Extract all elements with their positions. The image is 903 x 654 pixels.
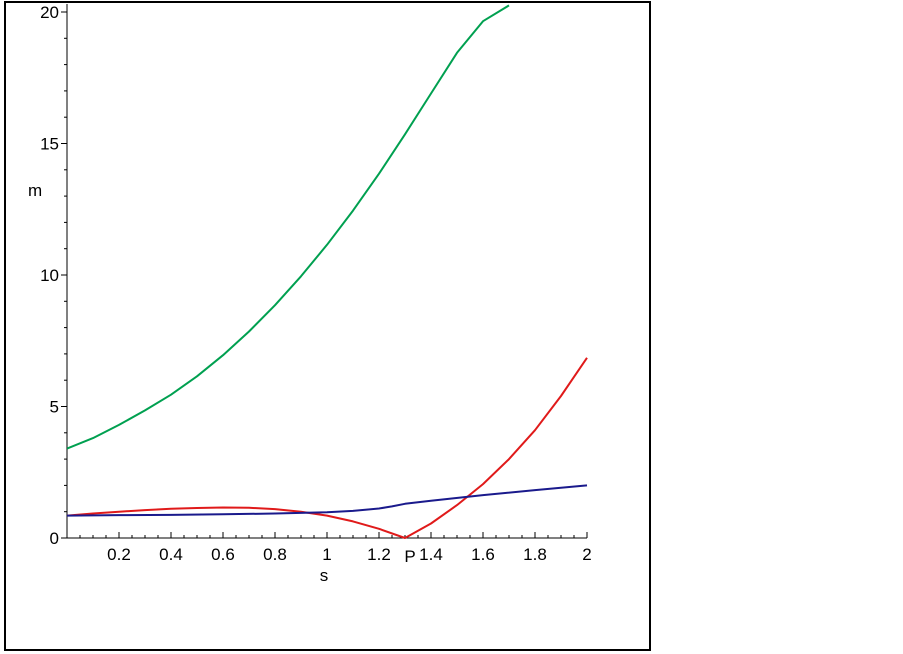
x-axis-label: s	[320, 566, 329, 585]
x-tick-label: 1.2	[367, 545, 391, 564]
series-line-1	[67, 4, 510, 450]
x-tick-label: 1	[322, 545, 331, 564]
x-tick-label: 2	[582, 545, 591, 564]
plot-frame	[4, 1, 651, 651]
y-tick-label: 5	[50, 398, 59, 417]
x-tick-label: 0.4	[159, 545, 183, 564]
y-tick-label: 0	[50, 529, 59, 548]
series-line-3	[67, 484, 588, 517]
x-tick-label: 0.2	[107, 545, 131, 564]
series-group	[67, 4, 588, 539]
x-tick-label: 1.4	[419, 545, 443, 564]
y-tick-label: 10	[40, 266, 59, 285]
labels-group: s m	[28, 181, 328, 585]
series-line-2	[67, 357, 588, 539]
x-tick-label: 1.8	[523, 545, 547, 564]
y-axis-label: m	[28, 181, 42, 200]
annotation-label: P	[404, 547, 415, 566]
x-tick-label: 0.6	[211, 545, 235, 564]
y-tick-label: 20	[40, 3, 59, 22]
x-tick-label: 0.8	[263, 545, 287, 564]
y-tick-label: 15	[40, 135, 59, 154]
x-tick-label: 1.6	[471, 545, 495, 564]
